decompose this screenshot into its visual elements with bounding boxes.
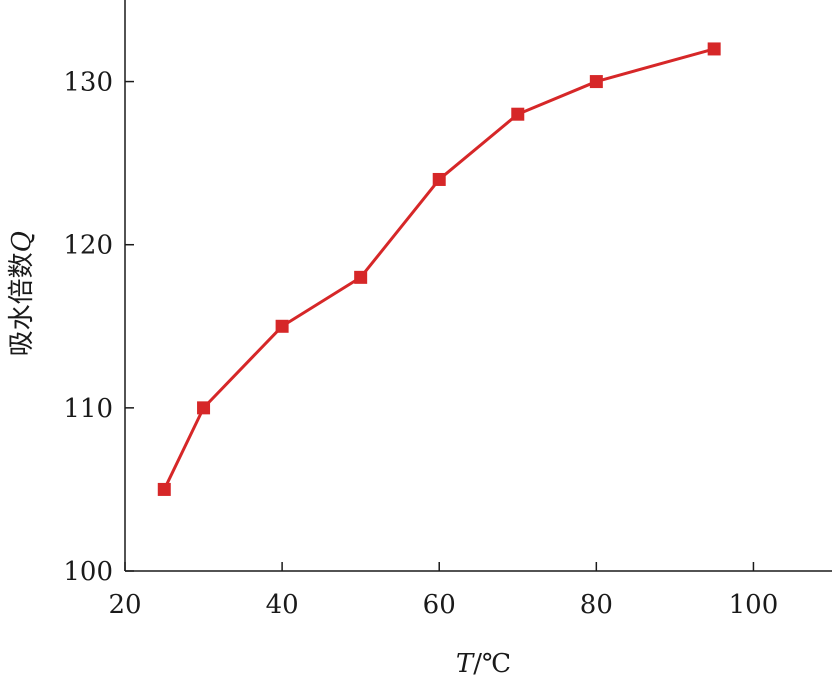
y-axis-label-var: Q [7,231,37,252]
y-axis-label-text: 吸水倍数 [7,252,37,356]
data-point [432,172,446,186]
data-point [354,270,368,284]
data-point [197,401,211,415]
x-axis-label-sep: / [473,649,482,679]
x-tick-label: 80 [580,590,613,620]
y-tick-label: 110 [63,394,113,424]
x-tick-label: 100 [729,590,779,620]
data-point [511,107,525,121]
y-ticks: 100 110 120 130 [63,68,134,587]
x-ticks: 20 40 60 80 100 [108,562,778,620]
x-tick-label: 40 [266,590,299,620]
axes [124,0,832,572]
y-axis-label: 吸水倍数Q [7,231,37,356]
x-tick-label: 60 [423,590,456,620]
y-tick-label: 100 [63,557,113,587]
y-tick-label: 130 [63,68,113,98]
series-line [162,47,715,491]
data-point [157,482,171,496]
y-tick-label: 120 [63,231,113,261]
data-point [707,42,721,56]
data-point [275,319,289,333]
x-tick-label: 20 [108,590,141,620]
x-axis-label-unit: ℃ [482,649,511,679]
series-layer [157,42,721,496]
data-point [589,75,603,89]
x-axis-label-var: T [456,649,475,679]
x-axis-label: T/℃ [456,649,511,679]
